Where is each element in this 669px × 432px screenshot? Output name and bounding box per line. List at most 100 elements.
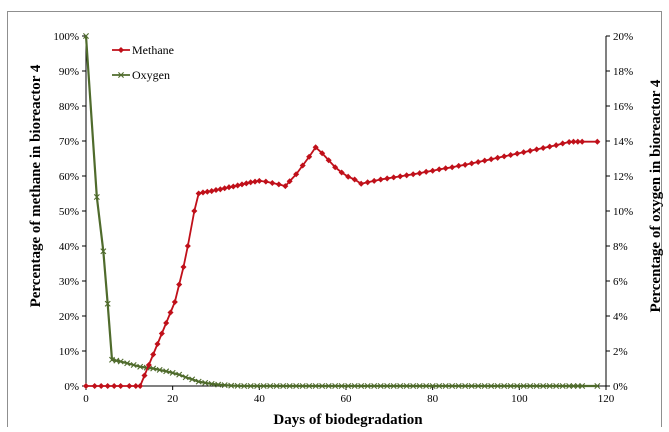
methane-point <box>436 166 443 173</box>
methane-point <box>507 151 514 159</box>
oxygen-point <box>494 383 501 389</box>
series-methane <box>82 138 601 390</box>
y-right-tick-label: 18% <box>613 66 633 78</box>
methane-point <box>163 319 170 327</box>
oxygen-point <box>241 383 248 389</box>
methane-point <box>171 298 178 306</box>
oxygen-point <box>423 383 430 389</box>
oxygen-point <box>280 383 287 389</box>
methane-point <box>570 138 577 145</box>
oxygen-point <box>358 383 365 389</box>
oxygen-point <box>520 383 527 389</box>
methane-point <box>377 176 384 183</box>
methane-point <box>449 164 456 171</box>
methane-point <box>384 175 391 182</box>
methane-point <box>494 154 501 161</box>
methane-point <box>312 144 319 151</box>
legend: Methane Oxygen <box>112 43 174 82</box>
y-right-tick-label: 14% <box>613 136 633 148</box>
methane-point <box>475 158 482 166</box>
y-right-tick-label: 8% <box>613 241 628 253</box>
oxygen-point <box>481 383 488 389</box>
methane-point <box>390 174 397 181</box>
methane-point <box>132 382 139 390</box>
methane-point <box>117 382 124 390</box>
oxygen-point <box>397 383 404 389</box>
methane-point <box>154 340 161 348</box>
oxygen-point <box>546 383 553 389</box>
methane-point <box>351 176 358 183</box>
oxygen-point <box>221 382 228 389</box>
y-right-tick-label: 16% <box>613 101 633 113</box>
oxygen-point <box>436 383 443 389</box>
series-layer <box>82 33 601 390</box>
methane-point <box>275 181 282 188</box>
y-left-tick-label: 40% <box>59 241 79 253</box>
oxygen-point <box>83 33 89 39</box>
x-tick-label: 60 <box>341 393 353 405</box>
y-left-tick-label: 20% <box>59 311 79 323</box>
oxygen-point <box>475 383 482 389</box>
methane-point <box>176 281 183 288</box>
oxygen-point <box>429 383 436 389</box>
oxygen-point <box>293 383 300 389</box>
oxygen-point <box>93 194 100 200</box>
y-axis-right-title: Percentage of oxygen in bioreactor 4 <box>648 79 664 312</box>
methane-point <box>98 382 105 390</box>
oxygen-point <box>351 383 358 389</box>
oxygen-point <box>338 383 345 389</box>
oxygen-point <box>514 383 521 389</box>
oxygen-point <box>462 383 469 389</box>
oxygen-point <box>540 383 547 389</box>
methane-point <box>371 177 378 184</box>
methane-point <box>416 170 423 177</box>
oxygen-point <box>332 383 339 389</box>
methane-point <box>410 171 417 178</box>
methane-point <box>82 382 90 390</box>
methane-point <box>293 171 300 178</box>
oxygen-point <box>410 383 417 389</box>
oxygen-point <box>156 366 163 373</box>
oxygen-point <box>377 383 384 389</box>
methane-point <box>104 382 111 390</box>
methane-point <box>145 361 152 369</box>
x-tick-label: 0 <box>83 393 89 405</box>
y-left-tick-label: 50% <box>59 206 79 218</box>
oxygen-point <box>169 369 176 376</box>
oxygen-point <box>273 383 280 389</box>
oxygen-point <box>130 362 137 368</box>
methane-point <box>91 382 98 390</box>
oxygen-point <box>533 383 540 389</box>
y-left-tick-label: 0% <box>64 381 79 393</box>
x-tick-label: 20 <box>167 393 179 405</box>
y-left-tick-label: 70% <box>59 136 79 148</box>
oxygen-point <box>570 383 577 389</box>
oxygen-point <box>306 383 313 389</box>
x-axis-title: Days of biodegradation <box>273 412 423 427</box>
oxygen-point <box>163 368 170 375</box>
oxygen-point <box>208 380 215 387</box>
y-right-tick-label: 0% <box>613 381 628 393</box>
oxygen-point <box>455 383 462 389</box>
oxygen-point <box>488 383 495 389</box>
y-right-tick-label: 10% <box>613 206 633 218</box>
oxygen-point <box>345 383 352 389</box>
methane-point <box>111 382 118 390</box>
y-left-tick-label: 60% <box>59 171 79 183</box>
oxygen-point <box>442 383 449 389</box>
oxygen-point <box>234 382 241 389</box>
methane-point <box>332 164 339 171</box>
methane-point <box>325 157 332 164</box>
y-right-tick-label: 4% <box>613 311 628 323</box>
oxygen-point <box>579 383 586 389</box>
x-tick-label: 100 <box>511 393 528 405</box>
y-left-tick-label: 80% <box>59 101 79 113</box>
legend-label: Oxygen <box>132 68 170 82</box>
legend-marker <box>117 46 125 54</box>
oxygen-point <box>100 248 107 255</box>
oxygen-point <box>113 357 120 364</box>
methane-point <box>180 263 187 271</box>
methane-point <box>574 138 581 145</box>
